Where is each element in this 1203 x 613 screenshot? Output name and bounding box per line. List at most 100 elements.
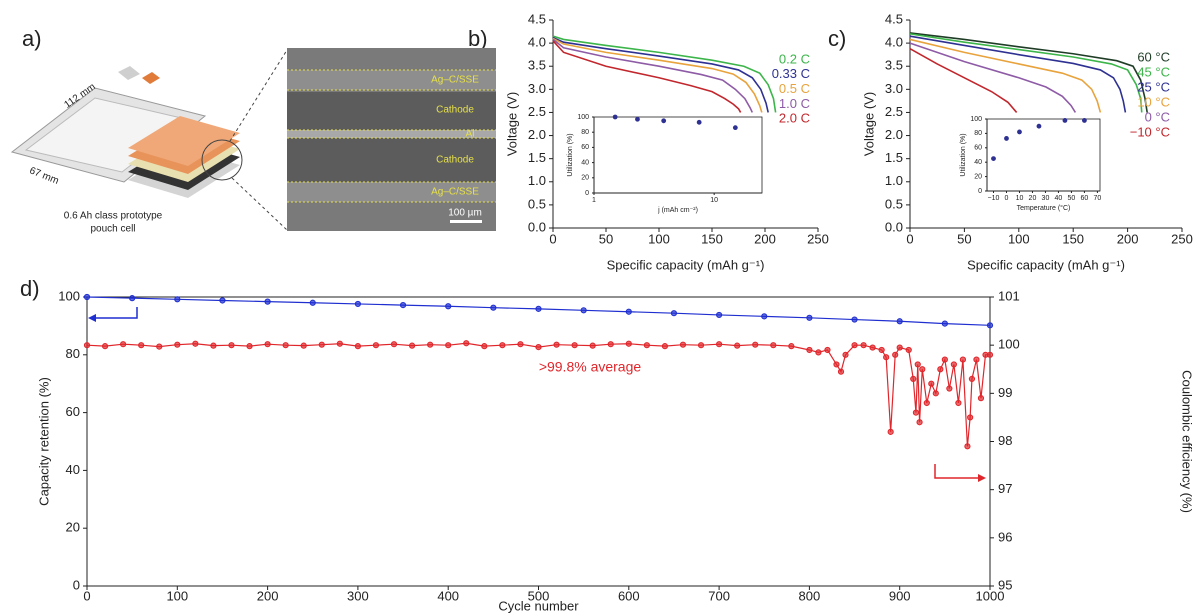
x-tick-label: 50 xyxy=(599,231,613,246)
data-point xyxy=(941,356,948,363)
data-point xyxy=(553,341,560,348)
x-tick-label: 50 xyxy=(1068,195,1076,202)
data-point xyxy=(896,318,903,325)
data-point xyxy=(716,341,723,348)
data-point xyxy=(851,342,858,349)
x-tick-label: 250 xyxy=(807,231,829,246)
series-line xyxy=(552,38,754,113)
data-point xyxy=(156,343,163,350)
panel-label: c) xyxy=(828,26,846,51)
pouch-cell-illustration: 112 mm 67 mm 0.6 Ah class prototype pouc… xyxy=(10,49,288,235)
y-tick-label: 1.5 xyxy=(885,150,903,165)
data-point xyxy=(883,354,890,361)
x-tick-label: −10 xyxy=(988,195,1000,202)
y-tick-label: 60 xyxy=(581,144,589,151)
x-tick-label: 0 xyxy=(906,231,913,246)
data-point xyxy=(499,342,506,349)
x-axis-label: Temperature (°C) xyxy=(1017,204,1071,212)
y-tick-label: 2.0 xyxy=(528,127,546,142)
y-tick-label: 20 xyxy=(66,520,80,535)
x-tick-label: 200 xyxy=(1117,231,1139,246)
arrow-head xyxy=(88,314,96,322)
y2-tick-label: 100 xyxy=(998,337,1020,352)
x-tick-label: 10 xyxy=(1016,195,1024,202)
tab xyxy=(142,72,160,84)
annotation: >99.8% average xyxy=(539,359,642,375)
y-tick-label: 1.0 xyxy=(528,173,546,188)
data-point xyxy=(941,320,948,327)
legend-label: 0 °C xyxy=(1145,109,1170,124)
data-point xyxy=(946,385,953,392)
data-point xyxy=(535,343,542,351)
data-point xyxy=(967,414,974,421)
data-point xyxy=(300,342,307,349)
legend-label: 0.5 C xyxy=(779,81,810,96)
y-tick-label: 3.0 xyxy=(885,81,903,96)
data-point xyxy=(964,443,971,450)
data-point xyxy=(732,125,738,131)
x-tick-label: 100 xyxy=(1008,231,1030,246)
data-point xyxy=(174,341,181,348)
y-tick-label: 0.0 xyxy=(885,219,903,234)
data-point xyxy=(912,409,920,416)
data-point xyxy=(643,342,650,349)
panel-label: b) xyxy=(468,26,488,51)
series-line xyxy=(909,42,1077,113)
data-point xyxy=(571,342,578,349)
data-point xyxy=(968,375,976,382)
inset-background xyxy=(986,118,1101,192)
y-tick-label: 4.0 xyxy=(528,35,546,50)
data-point xyxy=(752,341,759,348)
data-point xyxy=(806,314,813,321)
data-point xyxy=(83,293,91,301)
y-tick-label: 0.5 xyxy=(528,196,546,211)
data-point xyxy=(1004,136,1009,141)
zoom-line xyxy=(231,177,288,231)
y2-tick-label: 97 xyxy=(998,481,1012,496)
data-point xyxy=(916,419,923,426)
y-tick-label: 1.0 xyxy=(885,173,903,188)
data-point xyxy=(228,342,235,349)
y-tick-label: 40 xyxy=(581,159,589,166)
y-tick-label: 4.5 xyxy=(528,11,546,26)
y-tick-label: 60 xyxy=(974,145,982,152)
data-point xyxy=(1082,118,1087,123)
legend-label: 25 °C xyxy=(1137,79,1170,94)
data-point xyxy=(815,349,822,356)
y-tick-label: 0 xyxy=(978,188,982,195)
data-point xyxy=(950,361,957,368)
data-point xyxy=(959,356,967,363)
x-tick-label: 150 xyxy=(701,231,723,246)
panel-label: d) xyxy=(20,276,40,301)
x-tick-label: 60 xyxy=(1081,195,1089,202)
data-point xyxy=(219,297,226,304)
x-tick-label: 250 xyxy=(1171,231,1193,246)
data-point xyxy=(923,399,930,407)
x-tick-label: 100 xyxy=(166,588,188,603)
data-point xyxy=(679,341,687,348)
sem-band xyxy=(287,182,496,202)
y-tick-label: 3.0 xyxy=(528,81,546,96)
y-axis-label: Utilization (%) xyxy=(960,133,967,176)
x-tick-label: 600 xyxy=(618,588,640,603)
y-tick-label: 4.0 xyxy=(885,35,903,50)
y-tick-label: 0 xyxy=(585,190,589,197)
data-point xyxy=(910,375,917,382)
y2-tick-label: 96 xyxy=(998,529,1012,544)
data-point xyxy=(986,351,994,358)
retention-arrow xyxy=(88,307,138,322)
efficiency-arrow xyxy=(934,464,986,482)
data-point xyxy=(887,428,894,435)
series-line xyxy=(552,36,769,113)
data-point xyxy=(977,395,985,402)
data-point xyxy=(282,342,289,349)
y-tick-label: 0.5 xyxy=(885,196,903,211)
data-point xyxy=(192,340,199,347)
y-tick-label: 1.5 xyxy=(528,150,546,165)
data-point xyxy=(919,366,926,373)
layer-label: Ag–C/SSE xyxy=(431,187,479,198)
x-tick-label: 200 xyxy=(257,588,279,603)
layer xyxy=(128,116,240,166)
sem-band xyxy=(287,130,496,138)
data-point xyxy=(914,361,921,368)
